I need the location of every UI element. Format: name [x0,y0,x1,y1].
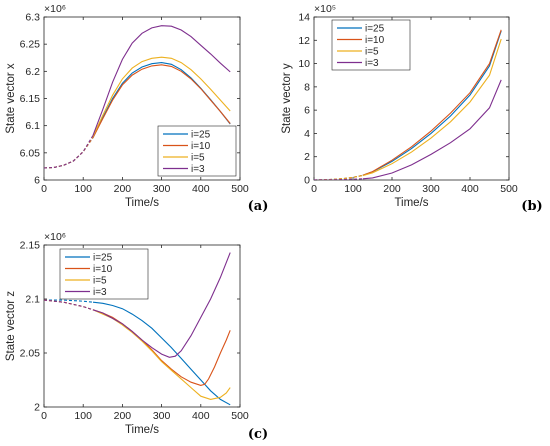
y-tick-label: 6 [34,175,40,187]
x-tick-label: 200 [114,183,132,195]
y-tick-label: 6.25 [20,39,41,51]
x-tick-label: 100 [344,183,362,195]
y-exponent-label: ×10⁶ [44,3,66,15]
y-exponent-label: ×10⁵ [314,3,336,15]
legend-label: i=25 [93,253,113,264]
y-tick-label: 14 [298,12,310,24]
x-tick-label: 400 [192,410,210,422]
y-tick-label: 2 [34,402,40,414]
y-axis-title: State vector y [281,63,293,134]
legend-label: i=5 [93,276,107,287]
series-line-i=10 [92,64,231,138]
legend: i=25i=10i=5i=3 [157,125,237,177]
y-tick-label: 6.2 [25,66,40,78]
chart-panel-1: 0 100 200 300 400 500 0 2 4 6 8 10 12 14 ×10⁵ Time/s Sta… [281,3,543,214]
y-tick-label: 6.15 [20,93,41,105]
legend-label: i=25 [365,24,385,35]
x-axis-title: Time/s [125,197,159,209]
x-tick-label: 500 [231,183,249,195]
legend-label: i=25 [191,130,211,141]
x-tick-label: 300 [153,410,171,422]
series-line-i=25 [92,301,231,406]
y-tick-label: 2.15 [20,240,41,252]
chart-panel-2: 0 100 200 300 400 500 2 2.05 2.1 2.15×10⁶ Time/s St… [5,231,268,442]
y-axis-title: State vector z [5,291,17,362]
series-line-dashed-i=5 [314,175,363,180]
series-line-dashed-i=3 [44,135,94,169]
x-tick-label: 200 [114,410,132,422]
panel-label: (a) [248,199,269,214]
legend-label: i=10 [191,141,211,152]
y-exponent-label: ×10⁶ [44,231,66,243]
x-tick-label: 200 [383,183,401,195]
x-tick-label: 100 [74,183,92,195]
series-line-i=3 [362,79,502,180]
y-tick-label: 10 [298,58,310,70]
legend: i=25i=10i=5i=3 [59,248,149,300]
x-tick-label: 300 [153,183,171,195]
x-axis-title: Time/s [125,424,159,436]
x-tick-label: 0 [41,183,47,195]
legend-label: i=5 [191,153,205,164]
y-tick-label: 6.05 [20,147,41,159]
series-line-i=10 [92,309,231,386]
y-tick-label: 6.1 [25,120,40,132]
series-line-i=3 [92,25,231,136]
panel-label: (b) [521,199,542,214]
series-line-i=5 [362,38,502,177]
plot-frame [43,244,241,408]
y-tick-label: 4 [304,128,310,140]
x-tick-label: 400 [192,183,210,195]
legend-label: i=3 [191,164,205,175]
legend-label: i=10 [93,264,113,275]
legend: i=25i=10i=5i=3 [331,19,411,71]
y-tick-label: 6 [304,105,310,117]
x-tick-label: 100 [74,410,92,422]
series-line-i=5 [92,56,231,137]
legend-label: i=10 [365,35,385,46]
x-tick-label: 500 [231,410,249,422]
series-line-i=3 [92,252,231,358]
y-tick-label: 8 [304,81,310,93]
series-line-dashed-i=3 [314,178,363,180]
legend-label: i=3 [93,287,107,298]
x-axis-title: Time/s [394,197,428,209]
x-tick-label: 500 [500,183,518,195]
x-tick-label: 0 [41,410,47,422]
y-axis-title: State vector x [5,63,17,134]
x-tick-label: 400 [461,183,479,195]
y-tick-label: 2.1 [25,294,40,306]
x-tick-label: 300 [422,183,440,195]
chart-panel-0: 0 100 200 300 400 500 6 6.05 6.1 6.15 6.2 6.25 6.3 ×1… [5,3,268,214]
y-tick-label: 2.05 [20,348,41,360]
y-tick-label: 6.3 [25,12,40,24]
x-tick-label: 0 [311,183,317,195]
plot-frame [313,16,510,181]
y-tick-label: 2 [304,151,310,163]
y-tick-label: 12 [298,35,310,47]
legend-label: i=5 [365,47,379,58]
y-tick-label: 0 [304,175,310,187]
legend-label: i=3 [365,58,379,69]
panel-label: (c) [248,427,268,442]
series-line-i=10 [362,29,502,176]
